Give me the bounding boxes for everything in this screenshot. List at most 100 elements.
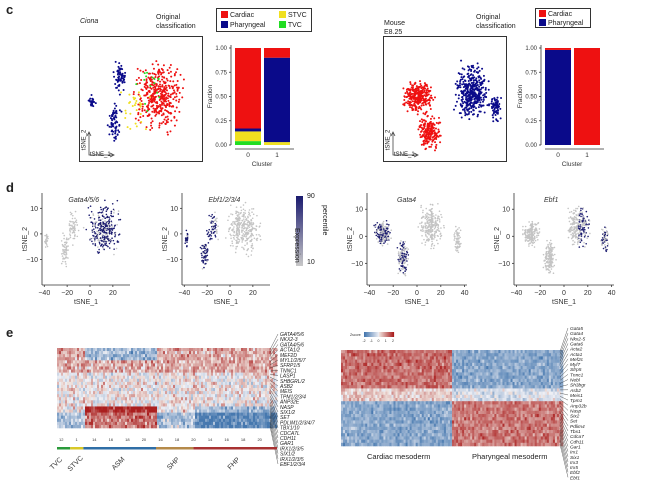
low-expression-point: [74, 235, 76, 237]
heatmap-cell: [237, 354, 240, 358]
high-expression-point: [384, 232, 387, 235]
heatmap-cell: [201, 369, 204, 373]
high-expression-point: [585, 210, 588, 213]
low-expression-point: [568, 217, 570, 219]
low-expression-point: [569, 223, 572, 225]
low-expression-point: [248, 211, 250, 214]
high-expression-point: [578, 246, 581, 248]
high-expression-point: [580, 209, 582, 212]
colorbar-min-label: 10: [307, 259, 315, 266]
heatmap-cell: [73, 360, 76, 364]
low-expression-point: [429, 214, 432, 216]
low-expression-point: [605, 234, 607, 237]
cardiac-point: [166, 121, 169, 124]
heatmap-cell: [233, 369, 236, 373]
heatmap-cell: [89, 351, 92, 355]
legend-swatch-pharyngeal: [539, 19, 546, 26]
low-expression-point: [90, 216, 93, 219]
cardiac-point: [165, 109, 168, 112]
heatmap-cell: [221, 357, 224, 361]
heatmap-cell: [129, 369, 132, 373]
heatmap-cell: [137, 369, 140, 373]
heatmap-cell: [67, 348, 70, 352]
high-expression-point: [108, 216, 110, 218]
heatmap-cell: [197, 348, 200, 352]
heatmap-cell: [199, 351, 202, 355]
low-expression-point: [231, 242, 234, 245]
high-expression-point: [108, 218, 111, 220]
low-expression-point: [101, 223, 103, 226]
low-expression-point: [457, 237, 460, 239]
heatmap-cell: [247, 366, 250, 370]
high-expression-point: [210, 215, 212, 218]
heatmap-cell: [85, 348, 88, 352]
stvc-point: [120, 91, 123, 94]
low-expression-point: [101, 218, 104, 220]
heatmap-cell: [163, 363, 166, 367]
heatmap-cell: [145, 363, 148, 367]
low-expression-point: [603, 237, 605, 240]
high-expression-point: [97, 229, 100, 232]
cardiac-point: [159, 85, 162, 88]
heatmap-cell: [265, 363, 268, 367]
heatmap-cell: [173, 360, 176, 364]
heatmap-cell: [163, 348, 166, 352]
heatmap-cell: [237, 360, 240, 364]
low-expression-point: [431, 207, 433, 210]
heatmap-cell: [151, 372, 154, 376]
high-expression-point: [210, 235, 213, 237]
low-expression-point: [568, 231, 571, 233]
x-tick-label: −20: [387, 290, 399, 297]
low-expression-point: [435, 214, 437, 216]
cardiac-point: [178, 91, 181, 94]
pharyngeal-point: [467, 74, 470, 77]
high-expression-point: [109, 240, 112, 243]
tvc-point: [149, 84, 152, 87]
heatmap-cell: [101, 348, 104, 352]
low-expression-point: [569, 216, 572, 219]
heatmap-cell: [125, 354, 128, 358]
heatmap-cell: [145, 372, 148, 376]
heatmap-cell: [261, 369, 264, 373]
heatmap-cell: [151, 360, 154, 364]
low-expression-point: [94, 221, 97, 223]
heatmap-cell: [159, 363, 162, 367]
low-expression-point: [524, 239, 527, 241]
high-expression-point: [93, 231, 96, 233]
heatmap-cell: [59, 363, 62, 367]
low-expression-point: [390, 237, 392, 239]
pharyngeal-point: [89, 97, 92, 100]
mouse-species-line1: Mouse: [384, 20, 406, 27]
low-expression-point: [243, 235, 246, 238]
heatmap-cell: [81, 360, 84, 364]
cardiac-point: [160, 110, 163, 113]
low-expression-point: [377, 241, 379, 243]
low-expression-point: [533, 232, 536, 235]
plot-title: Ebf1/2/3/4: [208, 197, 240, 204]
cardiac-point: [168, 86, 171, 89]
pharyngeal-point: [482, 98, 485, 101]
low-expression-point: [437, 242, 439, 245]
cardiac-point: [165, 86, 168, 89]
heatmap-cell: [57, 357, 60, 361]
heatmap-cell: [97, 354, 100, 358]
low-expression-point: [576, 228, 579, 231]
low-expression-point: [386, 243, 389, 245]
pharyngeal-point: [478, 90, 481, 93]
cardiac-point: [159, 83, 162, 86]
high-expression-point: [373, 224, 375, 227]
high-expression-point: [202, 251, 205, 253]
heatmap-cell: [239, 357, 242, 361]
heatmap-cell: [255, 363, 258, 367]
cardiac-point: [159, 71, 162, 74]
cardiac-point: [154, 95, 157, 98]
pharyngeal-point: [115, 110, 118, 113]
cardiac-point: [434, 141, 437, 144]
heatmap-cell: [209, 348, 212, 352]
heatmap-cell: [265, 348, 268, 352]
heatmap-cell: [169, 348, 172, 352]
low-expression-point: [531, 235, 533, 238]
heatmap-cell: [99, 366, 102, 370]
heatmap-cell: [85, 369, 88, 373]
y-tick-label: 1.00: [215, 46, 227, 52]
